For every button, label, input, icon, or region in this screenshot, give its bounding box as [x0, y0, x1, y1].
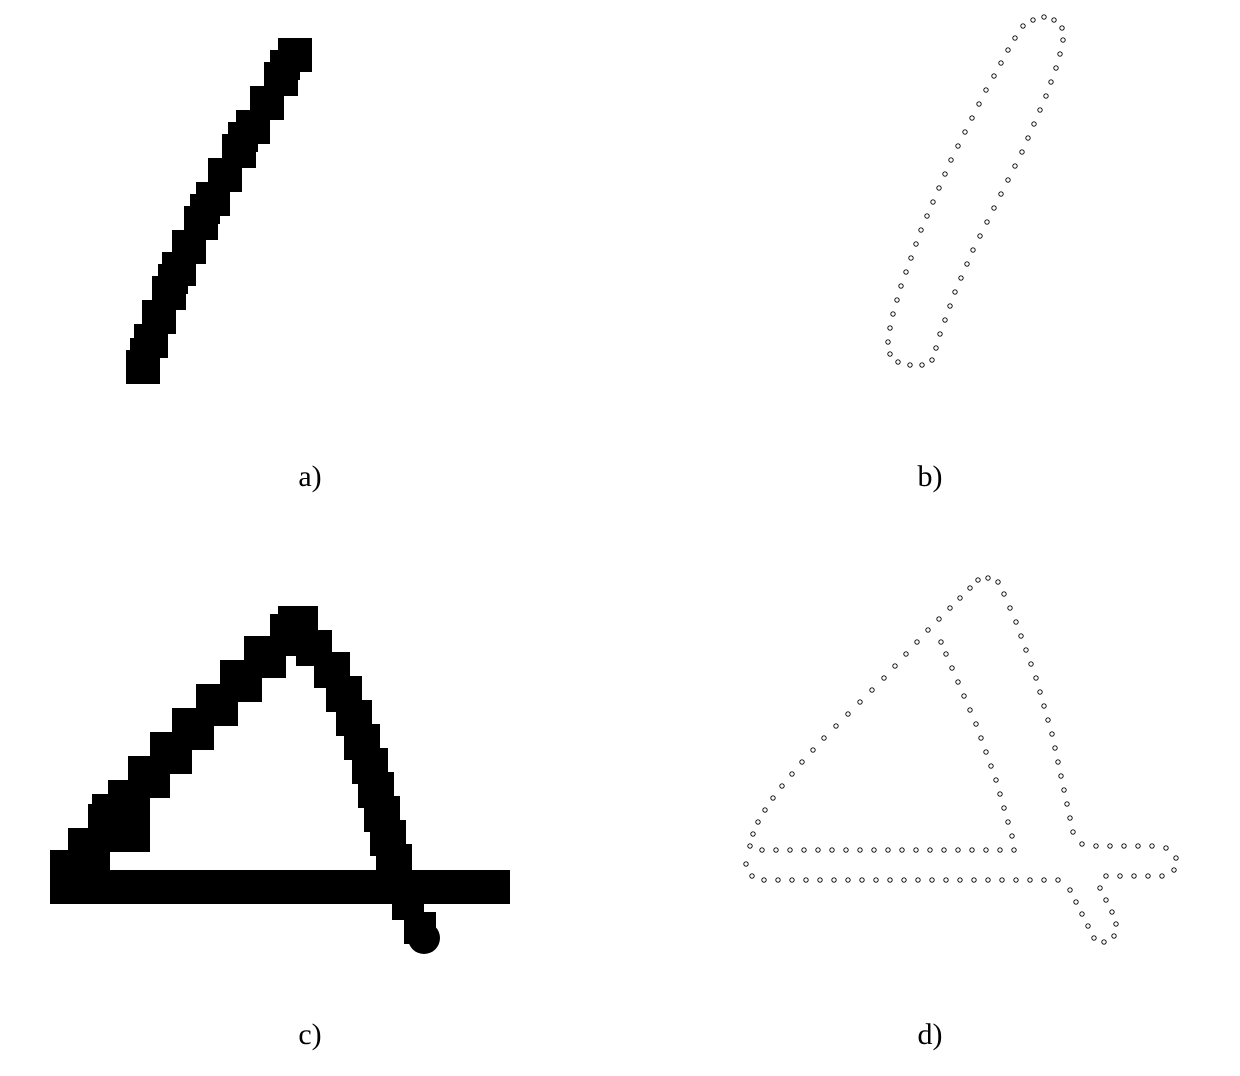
panel-c-canvas — [0, 518, 620, 1018]
solid-shape-1 — [0, 0, 620, 460]
contour-1 — [620, 0, 1240, 460]
contour-4 — [620, 518, 1240, 1018]
panel-c: c) — [0, 518, 620, 1076]
panel-b-label: b) — [918, 460, 943, 518]
panel-d: d) — [620, 518, 1240, 1076]
panel-d-label: d) — [918, 1018, 943, 1076]
figure-grid: a) — [0, 0, 1240, 1072]
digit-1-shape — [126, 38, 312, 384]
panel-d-canvas — [620, 518, 1240, 1018]
panel-b: b) — [620, 0, 1240, 518]
panel-a-label: a) — [298, 460, 321, 518]
digit-4-contour — [744, 576, 1178, 944]
solid-shape-4 — [0, 518, 620, 1018]
panel-b-canvas — [620, 0, 1240, 460]
digit-4-shape — [50, 606, 510, 954]
panel-a-canvas — [0, 0, 620, 460]
digit-1-contour — [886, 15, 1065, 367]
panel-a: a) — [0, 0, 620, 518]
panel-c-label: c) — [298, 1018, 321, 1076]
